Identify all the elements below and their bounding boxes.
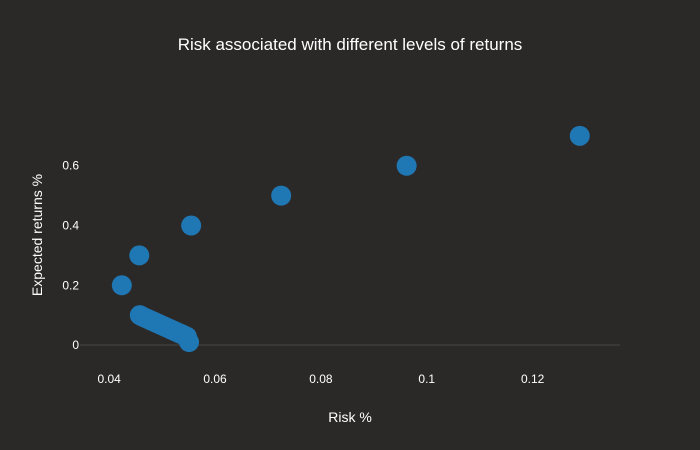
data-point bbox=[271, 185, 292, 206]
data-point bbox=[111, 275, 132, 296]
data-point bbox=[181, 215, 202, 236]
x-tick-label: 0.06 bbox=[203, 372, 227, 386]
x-tick-label: 0.1 bbox=[418, 372, 435, 386]
data-point bbox=[129, 245, 150, 266]
y-tick-label: 0 bbox=[72, 338, 79, 352]
x-tick-label: 0.12 bbox=[521, 372, 545, 386]
y-tick-label: 0.6 bbox=[62, 159, 79, 173]
y-tick-label: 0.4 bbox=[62, 219, 79, 233]
x-axis-title: Risk % bbox=[328, 409, 372, 425]
data-point bbox=[179, 332, 200, 353]
y-tick-label: 0.2 bbox=[62, 278, 79, 292]
x-axis-ticks: 0.04 0.06 0.08 0.1 0.12 bbox=[97, 372, 544, 386]
x-tick-label: 0.04 bbox=[97, 372, 121, 386]
data-point bbox=[569, 125, 590, 146]
data-point bbox=[396, 155, 417, 176]
y-axis-ticks: 0 0.2 0.4 0.6 bbox=[62, 159, 79, 352]
y-axis-title: Expected returns % bbox=[29, 174, 45, 296]
x-tick-label: 0.08 bbox=[309, 372, 333, 386]
scatter-points bbox=[111, 125, 590, 353]
chart-title: Risk associated with different levels of… bbox=[178, 35, 523, 54]
